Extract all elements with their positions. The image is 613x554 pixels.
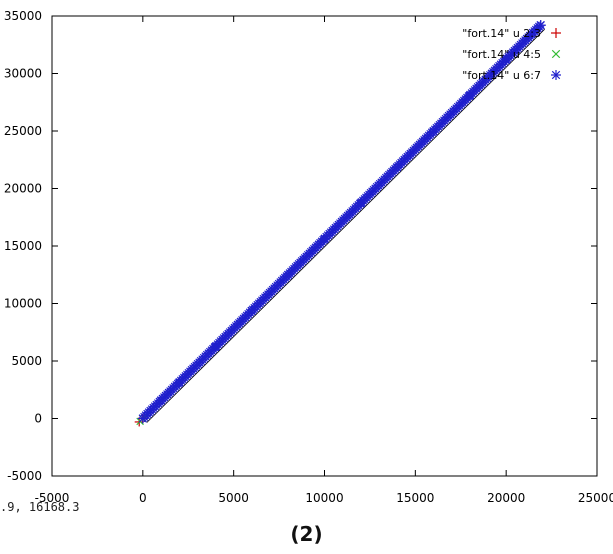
y-tick-label: 15000 <box>4 239 42 253</box>
legend-marker-series-3 <box>551 70 561 80</box>
data-point-series-3 <box>246 305 257 316</box>
band-outline-lower <box>146 28 545 423</box>
y-tick-label: 30000 <box>4 67 42 81</box>
x-tick-label: 5000 <box>218 491 249 505</box>
y-tick-label: 10000 <box>4 297 42 311</box>
data-point-series-3 <box>319 234 330 245</box>
data-point-series-3 <box>428 126 439 137</box>
data-point-series-3 <box>392 162 403 173</box>
legend-marker-series-1 <box>551 28 561 38</box>
data-point-series-3 <box>283 269 294 280</box>
legend-marker-series-2 <box>551 49 561 59</box>
y-tick-label: -5000 <box>7 469 42 483</box>
y-tick-label: 25000 <box>4 124 42 138</box>
y-tick-label: 20000 <box>4 182 42 196</box>
data-point-series-3 <box>156 395 166 406</box>
x-tick-label: 15000 <box>396 491 434 505</box>
legend-label-series-1: "fort.14" u 2:3 <box>462 27 541 40</box>
legend-label-series-3: "fort.14" u 6:7 <box>462 69 541 82</box>
data-point-series-3 <box>464 90 475 101</box>
data-point-series-3 <box>210 341 221 352</box>
figure-caption: (2) <box>290 522 323 546</box>
data-point-series-3 <box>535 20 546 31</box>
y-tick-label: 0 <box>34 412 42 426</box>
x-tick-label: -5000 <box>35 491 70 505</box>
x-tick-label: 10000 <box>305 491 343 505</box>
x-tick-label: 25000 <box>578 491 613 505</box>
x-tick-label: 20000 <box>487 491 525 505</box>
data-point-series-3 <box>174 377 185 388</box>
x-tick-label: 0 <box>139 491 147 505</box>
legend-label-series-2: "fort.14" u 4:5 <box>462 48 541 61</box>
y-tick-label: 35000 <box>4 9 42 23</box>
cursor-coordinate-readout: .9, 16168.3 <box>0 500 80 514</box>
data-point-series-3 <box>501 54 512 65</box>
data-point-series-3 <box>137 413 148 424</box>
plot-frame <box>51 15 598 477</box>
data-point-series-3 <box>355 198 366 209</box>
y-tick-label: 5000 <box>11 354 42 368</box>
